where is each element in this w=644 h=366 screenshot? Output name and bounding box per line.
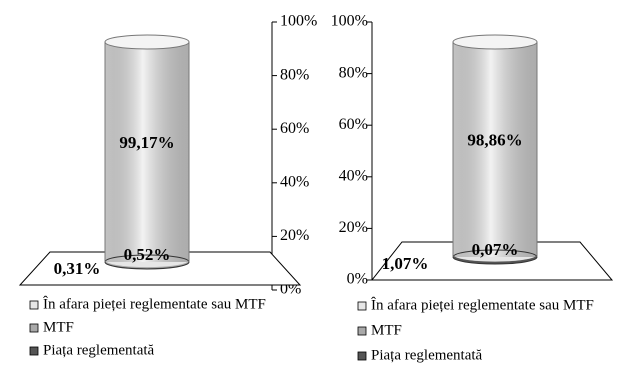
cylinder-shade [105,42,189,262]
legend-swatch [29,346,39,356]
value-label: 0,31% [54,259,101,278]
y-tick-label: 20% [280,227,309,244]
legend-swatch [357,301,367,311]
value-label: 98,86% [467,130,522,149]
legend-swatch [29,323,39,333]
legend-swatch [357,351,367,361]
legend-swatch [357,326,367,336]
y-tick-label: 0% [347,271,368,288]
legend-label: Piața reglementată [371,347,483,363]
y-tick-label: 60% [339,116,368,133]
legend-label: Piața reglementată [43,342,155,358]
value-label: 99,17% [119,133,174,152]
legend-swatch [29,300,39,310]
y-tick-label: 20% [339,219,368,236]
value-label: 0,07% [472,240,519,259]
legend-label: MTF [371,322,402,338]
cylinder-top [104,34,190,50]
y-tick-label: 80% [339,64,368,81]
cylinder-top [452,34,538,50]
y-tick-label: 100% [331,13,368,30]
y-tick-label: 60% [280,120,309,137]
value-label: 0,52% [124,245,171,264]
legend-label: În afara pieței reglementate sau MTF [371,296,594,313]
y-tick-label: 100% [280,13,317,30]
legend-label: În afara pieței reglementate sau MTF [43,295,266,312]
legend-label: MTF [43,319,74,335]
y-tick-label: 40% [339,167,368,184]
y-tick-label: 80% [280,66,309,83]
cylinder-shade [453,42,537,257]
value-label: 1,07% [382,254,429,273]
y-tick-label: 40% [280,173,309,190]
